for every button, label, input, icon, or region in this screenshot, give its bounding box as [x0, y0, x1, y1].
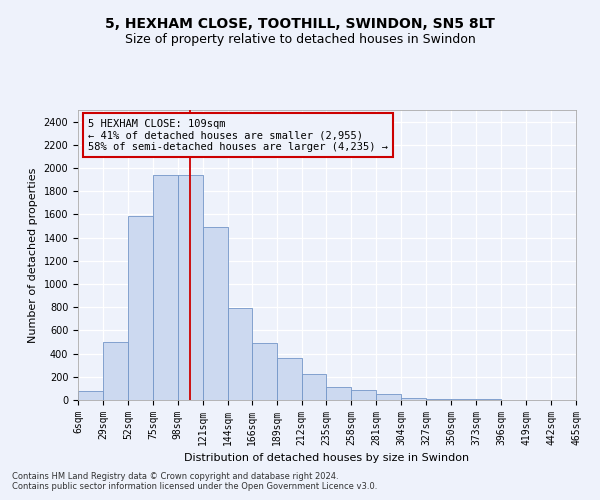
- X-axis label: Distribution of detached houses by size in Swindon: Distribution of detached houses by size …: [184, 454, 470, 464]
- Bar: [277, 358, 302, 400]
- Text: Contains HM Land Registry data © Crown copyright and database right 2024.: Contains HM Land Registry data © Crown c…: [12, 472, 338, 481]
- Text: 5, HEXHAM CLOSE, TOOTHILL, SWINDON, SN5 8LT: 5, HEXHAM CLOSE, TOOTHILL, SWINDON, SN5 …: [105, 18, 495, 32]
- Bar: [228, 308, 251, 400]
- Bar: [426, 399, 451, 400]
- Text: Size of property relative to detached houses in Swindon: Size of property relative to detached ho…: [125, 32, 475, 46]
- Bar: [401, 398, 426, 400]
- Bar: [326, 386, 352, 400]
- Bar: [376, 394, 401, 400]
- Bar: [251, 343, 277, 400]
- Bar: [103, 342, 128, 400]
- Text: Contains public sector information licensed under the Open Government Licence v3: Contains public sector information licen…: [12, 482, 377, 491]
- Bar: [153, 175, 178, 400]
- Bar: [78, 392, 103, 400]
- Bar: [302, 374, 326, 400]
- Bar: [352, 390, 376, 400]
- Text: 5 HEXHAM CLOSE: 109sqm
← 41% of detached houses are smaller (2,955)
58% of semi-: 5 HEXHAM CLOSE: 109sqm ← 41% of detached…: [88, 118, 388, 152]
- Bar: [451, 399, 476, 400]
- Bar: [178, 175, 203, 400]
- Y-axis label: Number of detached properties: Number of detached properties: [28, 168, 38, 342]
- Bar: [128, 216, 153, 400]
- Bar: [203, 227, 228, 400]
